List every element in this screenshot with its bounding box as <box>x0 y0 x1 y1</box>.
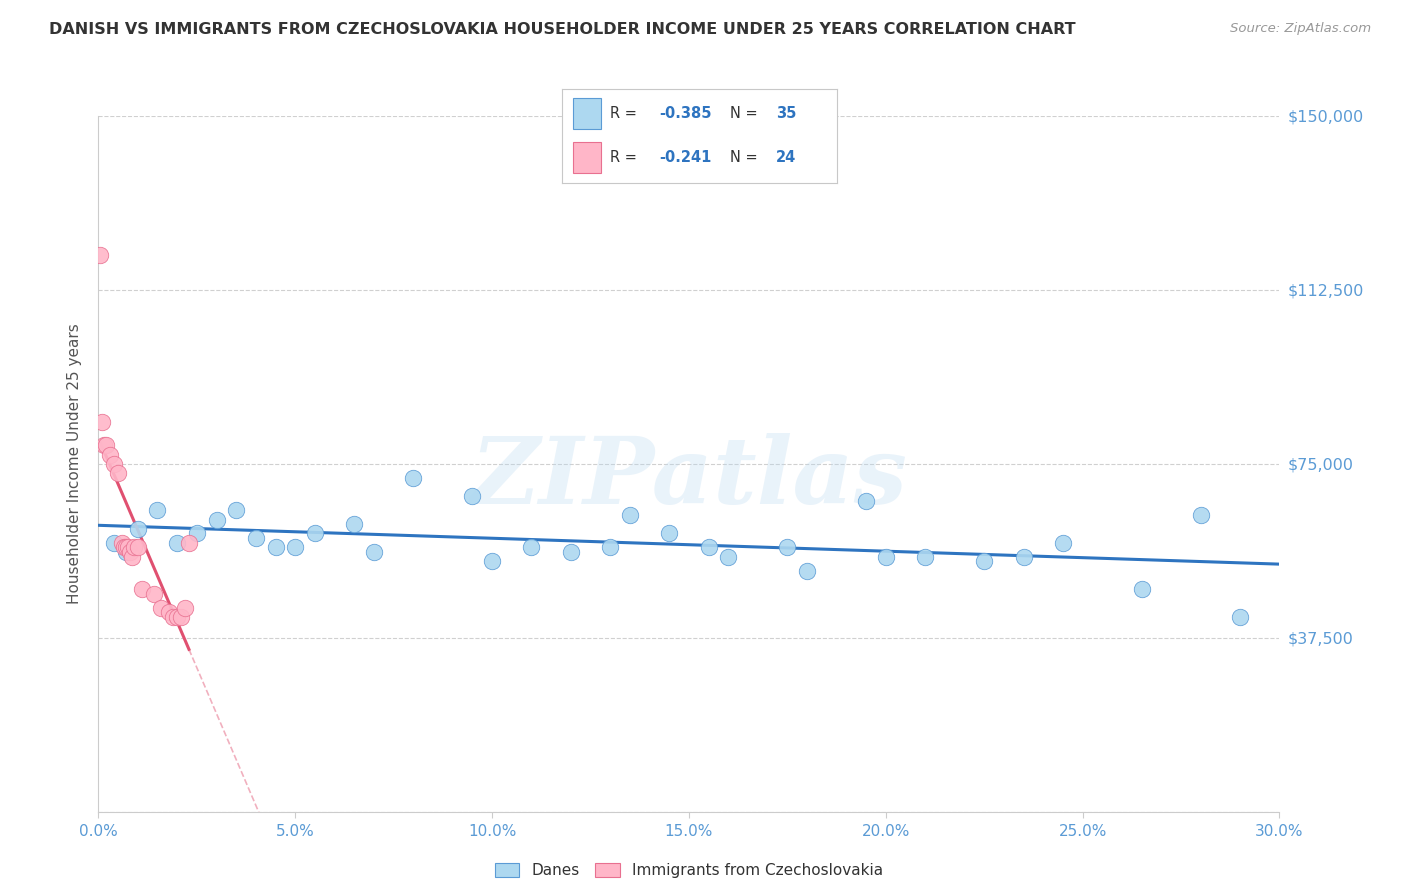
Point <box>174 600 197 615</box>
Point <box>107 466 129 480</box>
Point <box>1012 549 1035 564</box>
Text: N =: N = <box>730 150 762 165</box>
Point <box>146 503 169 517</box>
Point <box>520 541 543 555</box>
Point <box>162 610 184 624</box>
Text: 35: 35 <box>776 105 797 120</box>
Text: 24: 24 <box>776 150 797 165</box>
Point <box>93 438 115 452</box>
Point <box>177 535 200 549</box>
Y-axis label: Householder Income Under 25 years: Householder Income Under 25 years <box>67 324 83 604</box>
Text: Source: ZipAtlas.com: Source: ZipAtlas.com <box>1230 22 1371 36</box>
Text: N =: N = <box>730 105 762 120</box>
Point <box>122 541 145 555</box>
Point <box>1052 535 1074 549</box>
Point <box>855 494 877 508</box>
Point <box>619 508 641 522</box>
Point <box>599 541 621 555</box>
Point <box>481 554 503 568</box>
Point <box>111 535 134 549</box>
Point <box>697 541 720 555</box>
Text: ZIPatlas: ZIPatlas <box>471 433 907 523</box>
Point <box>127 541 149 555</box>
Point <box>118 545 141 559</box>
Point <box>658 526 681 541</box>
Point <box>225 503 247 517</box>
Point <box>150 600 173 615</box>
Point <box>115 541 138 555</box>
Text: -0.385: -0.385 <box>659 105 713 120</box>
Point <box>461 489 484 503</box>
Text: R =: R = <box>610 105 643 120</box>
Point <box>776 541 799 555</box>
Point <box>284 541 307 555</box>
Point <box>1229 610 1251 624</box>
Point <box>142 587 165 601</box>
Point <box>205 512 228 526</box>
Point <box>560 545 582 559</box>
Text: DANISH VS IMMIGRANTS FROM CZECHOSLOVAKIA HOUSEHOLDER INCOME UNDER 25 YEARS CORRE: DANISH VS IMMIGRANTS FROM CZECHOSLOVAKIA… <box>49 22 1076 37</box>
Point <box>363 545 385 559</box>
Point <box>1189 508 1212 522</box>
Point <box>186 526 208 541</box>
Bar <box>574 97 600 129</box>
Point <box>103 535 125 549</box>
Point <box>304 526 326 541</box>
Point <box>103 457 125 471</box>
Point <box>170 610 193 624</box>
Point <box>131 582 153 596</box>
Point <box>914 549 936 564</box>
Point <box>96 438 118 452</box>
Point <box>245 531 267 545</box>
Point <box>166 535 188 549</box>
Point <box>127 522 149 536</box>
Point <box>973 554 995 568</box>
Point <box>166 610 188 624</box>
Point <box>343 517 366 532</box>
Point <box>875 549 897 564</box>
Point <box>89 248 111 262</box>
Point <box>717 549 740 564</box>
Bar <box>574 142 600 173</box>
Point <box>402 471 425 485</box>
Point <box>112 541 135 555</box>
Point <box>117 541 139 555</box>
Point <box>1130 582 1153 596</box>
Point <box>157 605 180 619</box>
Text: R =: R = <box>610 150 643 165</box>
Point <box>796 564 818 578</box>
Point <box>91 415 114 429</box>
Point <box>115 545 138 559</box>
Point <box>98 448 121 462</box>
Text: -0.241: -0.241 <box>659 150 711 165</box>
Point <box>121 549 143 564</box>
Point <box>264 541 287 555</box>
Legend: Danes, Immigrants from Czechoslovakia: Danes, Immigrants from Czechoslovakia <box>489 857 889 884</box>
